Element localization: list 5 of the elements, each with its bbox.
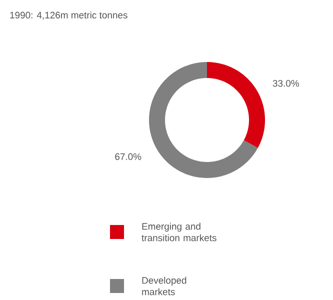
legend-label: Developed markets	[142, 276, 186, 296]
data-label: 33.0%	[272, 80, 299, 87]
chart-title: 1990: 4,126m metric tonnes	[10, 12, 128, 20]
legend-label: Emerging and transition markets	[142, 222, 216, 242]
data-label: 67.0%	[115, 153, 142, 160]
